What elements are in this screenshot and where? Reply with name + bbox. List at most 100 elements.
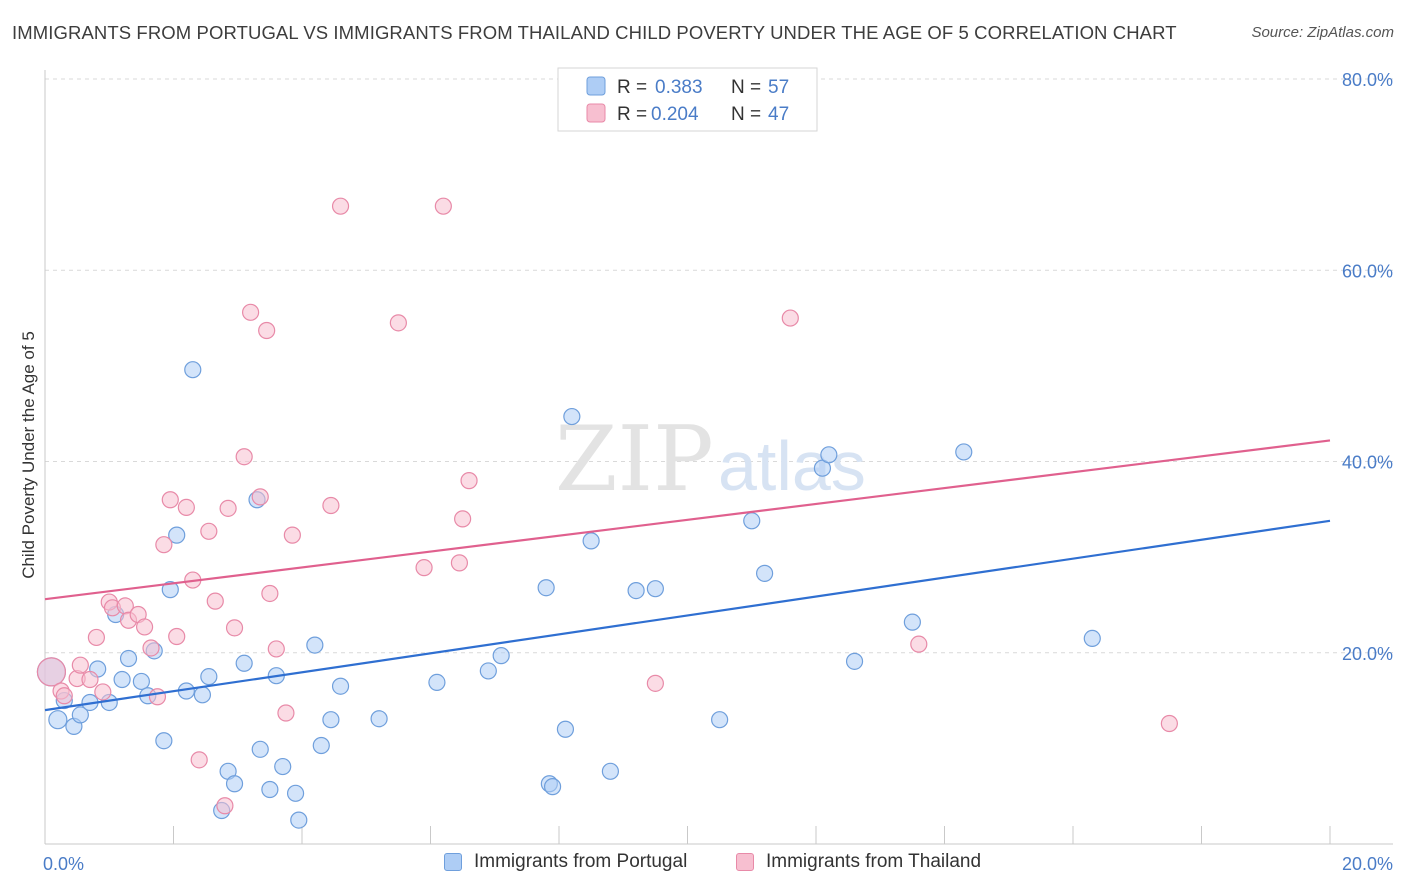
- data-point-portugal: [119, 649, 138, 668]
- data-point-thailand: [781, 309, 799, 327]
- data-point-portugal: [543, 778, 562, 796]
- data-point-thailand: [148, 688, 167, 706]
- legend-swatch-portugal: [586, 76, 606, 96]
- data-point-portugal: [331, 677, 350, 695]
- watermark-zip: ZIP: [555, 407, 714, 512]
- data-point-thailand: [251, 488, 269, 506]
- data-point-portugal: [113, 670, 131, 689]
- data-point-portugal: [132, 672, 150, 691]
- y-axis-label: Child Poverty Under the Age of 5: [19, 331, 38, 579]
- data-point-portugal: [312, 736, 330, 755]
- x-tick-marks: [44, 826, 1331, 844]
- y-tick-label: 60.0%: [1342, 261, 1393, 281]
- data-point-portugal: [155, 732, 173, 750]
- legend-r-label: R =: [617, 104, 647, 125]
- data-point-thailand: [1160, 714, 1178, 733]
- data-point-thailand: [454, 510, 472, 528]
- y-tick-label: 20.0%: [1342, 644, 1393, 664]
- data-point-portugal: [428, 673, 446, 691]
- data-point-portugal: [48, 710, 68, 730]
- data-point-thailand: [206, 592, 224, 610]
- data-point-thailand: [460, 472, 478, 490]
- data-point-portugal: [184, 361, 202, 379]
- data-point-thailand: [389, 314, 407, 332]
- data-point-portugal: [627, 581, 645, 600]
- data-point-portugal: [306, 636, 324, 654]
- series-thailand-points: [36, 197, 1178, 815]
- data-point-thailand: [415, 559, 433, 577]
- legend-swatch-thailand: [736, 853, 754, 871]
- data-point-portugal: [563, 407, 581, 426]
- data-point-portugal: [903, 613, 921, 631]
- legend-r-label: R =: [617, 77, 647, 98]
- data-point-thailand: [242, 303, 260, 321]
- data-point-thailand: [177, 498, 195, 516]
- data-point-portugal: [71, 706, 89, 724]
- y-tick-label: 80.0%: [1342, 70, 1393, 90]
- legend-n-label: N =: [731, 104, 761, 125]
- data-point-thailand: [81, 670, 99, 689]
- data-point-thailand: [168, 627, 186, 646]
- legend-top: R = 0.383 N = 57 R = 0.204 N = 47: [557, 67, 818, 132]
- legend-item-thailand[interactable]: Immigrants from Thailand: [736, 851, 981, 873]
- data-point-portugal: [193, 686, 212, 704]
- data-point-thailand: [216, 797, 234, 815]
- x-tick-label: 20.0%: [1342, 854, 1393, 874]
- data-point-portugal: [235, 654, 253, 672]
- legend-label-thailand: Immigrants from Thailand: [766, 851, 982, 872]
- data-point-portugal: [161, 581, 179, 599]
- legend-swatch-portugal: [444, 853, 462, 871]
- data-point-thailand: [87, 628, 106, 647]
- data-point-thailand: [71, 656, 89, 674]
- data-point-portugal: [168, 526, 186, 544]
- data-point-thailand: [267, 640, 285, 658]
- x-tick-label: 0.0%: [43, 854, 84, 874]
- data-point-portugal: [556, 720, 575, 738]
- y-tick-labels: 20.0% 40.0% 60.0% 80.0%: [1342, 70, 1393, 664]
- trend-line-thailand: [44, 439, 1331, 601]
- data-point-thailand: [450, 554, 469, 572]
- data-point-portugal: [743, 512, 761, 530]
- grid-layer: [45, 78, 1393, 654]
- data-point-thailand: [190, 751, 208, 769]
- data-point-thailand: [277, 704, 295, 722]
- data-point-portugal: [601, 762, 620, 780]
- legend-swatch-thailand: [586, 103, 606, 123]
- data-point-portugal: [711, 711, 729, 729]
- data-point-portugal: [479, 662, 497, 680]
- data-point-thailand: [161, 491, 179, 509]
- data-point-portugal: [274, 757, 292, 776]
- data-point-thailand: [155, 536, 173, 554]
- data-point-thailand: [36, 657, 67, 687]
- data-point-thailand: [910, 635, 928, 653]
- trend-line-portugal: [44, 519, 1331, 712]
- data-point-portugal: [845, 652, 864, 670]
- y-tick-label: 40.0%: [1342, 453, 1393, 473]
- data-point-portugal: [582, 532, 600, 550]
- data-point-thailand: [322, 496, 340, 515]
- data-point-portugal: [286, 784, 305, 802]
- data-point-thailand: [219, 499, 237, 517]
- legend-r-value-portugal: 0.383: [655, 77, 703, 98]
- data-point-thailand: [55, 687, 73, 705]
- legend-bottom: Immigrants from Portugal Immigrants from…: [0, 851, 1406, 879]
- legend-n-label: N =: [731, 77, 761, 98]
- watermark-atlas: atlas: [718, 427, 866, 505]
- data-point-thailand: [225, 619, 244, 637]
- data-point-portugal: [251, 740, 269, 758]
- data-point-thailand: [331, 197, 350, 215]
- legend-n-value-thailand: 47: [768, 104, 789, 125]
- x-tick-labels: 0.0% 20.0%: [43, 854, 1393, 874]
- legend-item-portugal[interactable]: Immigrants from Portugal: [444, 851, 687, 873]
- data-point-portugal: [290, 811, 308, 829]
- data-point-thailand: [434, 197, 452, 215]
- watermark: ZIP atlas: [555, 407, 866, 512]
- legend-n-value-portugal: 57: [768, 77, 789, 98]
- data-point-portugal: [1083, 629, 1101, 648]
- legend-label-portugal: Immigrants from Portugal: [474, 851, 688, 872]
- data-point-portugal: [200, 668, 218, 686]
- legend-r-value-thailand: 0.204: [651, 104, 699, 125]
- data-point-thailand: [258, 321, 276, 340]
- data-point-thailand: [235, 448, 253, 466]
